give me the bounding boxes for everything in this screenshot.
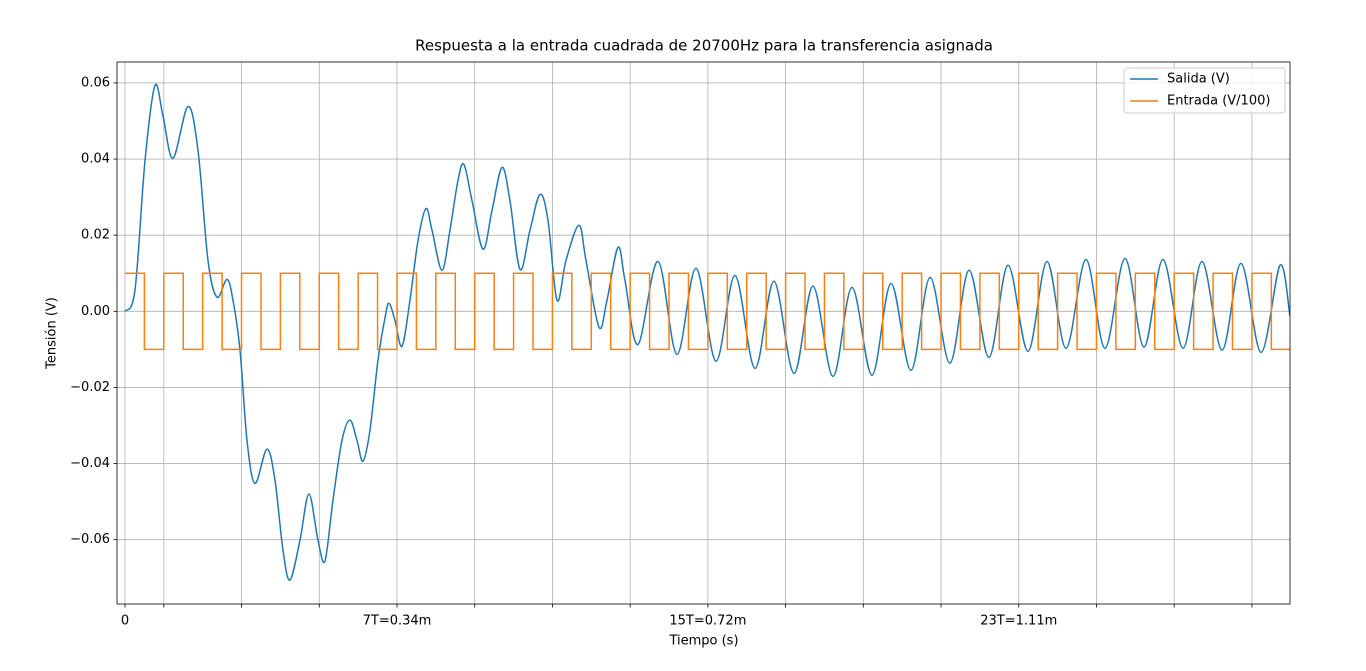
- x-tick-label: 0: [121, 614, 129, 629]
- legend-box: [1123, 67, 1286, 114]
- y-tick-label: 0.02: [81, 228, 110, 243]
- x-tick-label: 7T=0.34m: [363, 614, 432, 629]
- plot-frame: [116, 61, 1291, 605]
- series-line: [124, 83, 1290, 581]
- chart-title: Respuesta a la entrada cuadrada de 20700…: [415, 37, 993, 55]
- x-tick-label: 23T=1.11m: [980, 614, 1057, 629]
- y-tick-label: −0.02: [70, 380, 110, 395]
- y-tick-label: 0.00: [81, 304, 110, 319]
- legend-label: Entrada (V/100): [1167, 94, 1270, 109]
- y-tick-label: 0.04: [81, 152, 110, 167]
- legend-label: Salida (V): [1167, 72, 1230, 87]
- y-tick-label: 0.06: [81, 75, 110, 90]
- series-line: [124, 272, 1290, 351]
- y-axis-label: Tensión (V): [45, 297, 60, 370]
- x-tick-label: 15T=0.72m: [669, 614, 746, 629]
- y-tick-label: −0.04: [70, 456, 110, 471]
- y-tick-label: −0.06: [70, 532, 110, 547]
- plot-lines: [124, 83, 1290, 581]
- x-axis-label: Tiempo (s): [668, 634, 738, 649]
